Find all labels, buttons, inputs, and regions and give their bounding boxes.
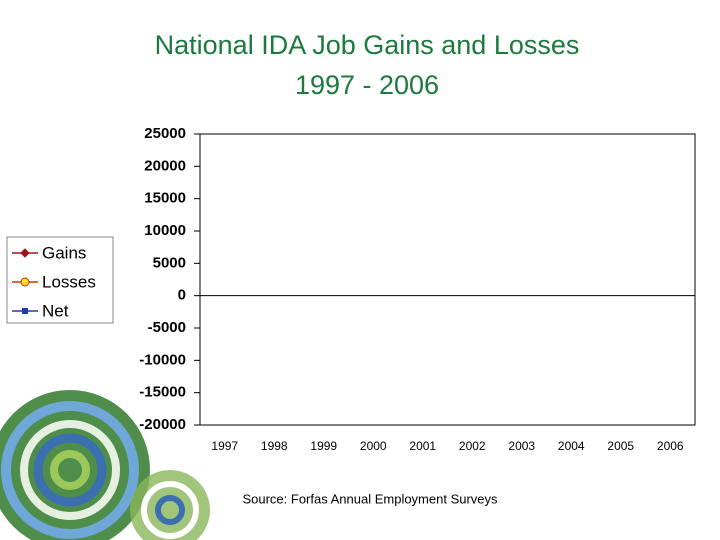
x-tick-label: 2005 — [607, 439, 634, 453]
y-tick-label: 20000 — [144, 157, 186, 174]
plot-area — [199, 133, 696, 426]
x-tick-label: 1999 — [310, 439, 337, 453]
y-tick-label: -10000 — [139, 351, 186, 368]
x-tick-label: 1997 — [211, 439, 238, 453]
y-tick-label: 0 — [178, 287, 186, 304]
y-tick-label: 25000 — [144, 125, 186, 142]
x-tick-label: 2004 — [558, 439, 585, 453]
y-tick-label: 15000 — [144, 190, 186, 207]
decoration-spiral — [0, 390, 210, 540]
y-tick-label: 10000 — [144, 222, 186, 239]
y-tick-label: -5000 — [148, 319, 186, 336]
legend-marker — [20, 277, 30, 287]
y-tick-label: -15000 — [139, 384, 186, 401]
legend-marker — [22, 308, 28, 314]
legend-label: Losses — [42, 272, 96, 291]
x-tick-label: 2003 — [508, 439, 535, 453]
y-tick-label: -20000 — [139, 416, 186, 433]
x-tick-label: 1998 — [261, 439, 288, 453]
x-tick-label: 2002 — [459, 439, 486, 453]
legend-marker — [20, 248, 30, 258]
legend-label: Net — [42, 301, 69, 320]
chart-title: National IDA Job Gains and Losses — [155, 30, 580, 60]
x-tick-label: 2006 — [657, 439, 684, 453]
x-tick-label: 2001 — [409, 439, 436, 453]
y-tick-label: 5000 — [153, 254, 186, 271]
x-tick-label: 2000 — [360, 439, 387, 453]
legend-label: Gains — [42, 243, 86, 262]
chart-subtitle: 1997 - 2006 — [295, 70, 439, 100]
source-note: Source: Forfas Annual Employment Surveys — [242, 491, 498, 506]
